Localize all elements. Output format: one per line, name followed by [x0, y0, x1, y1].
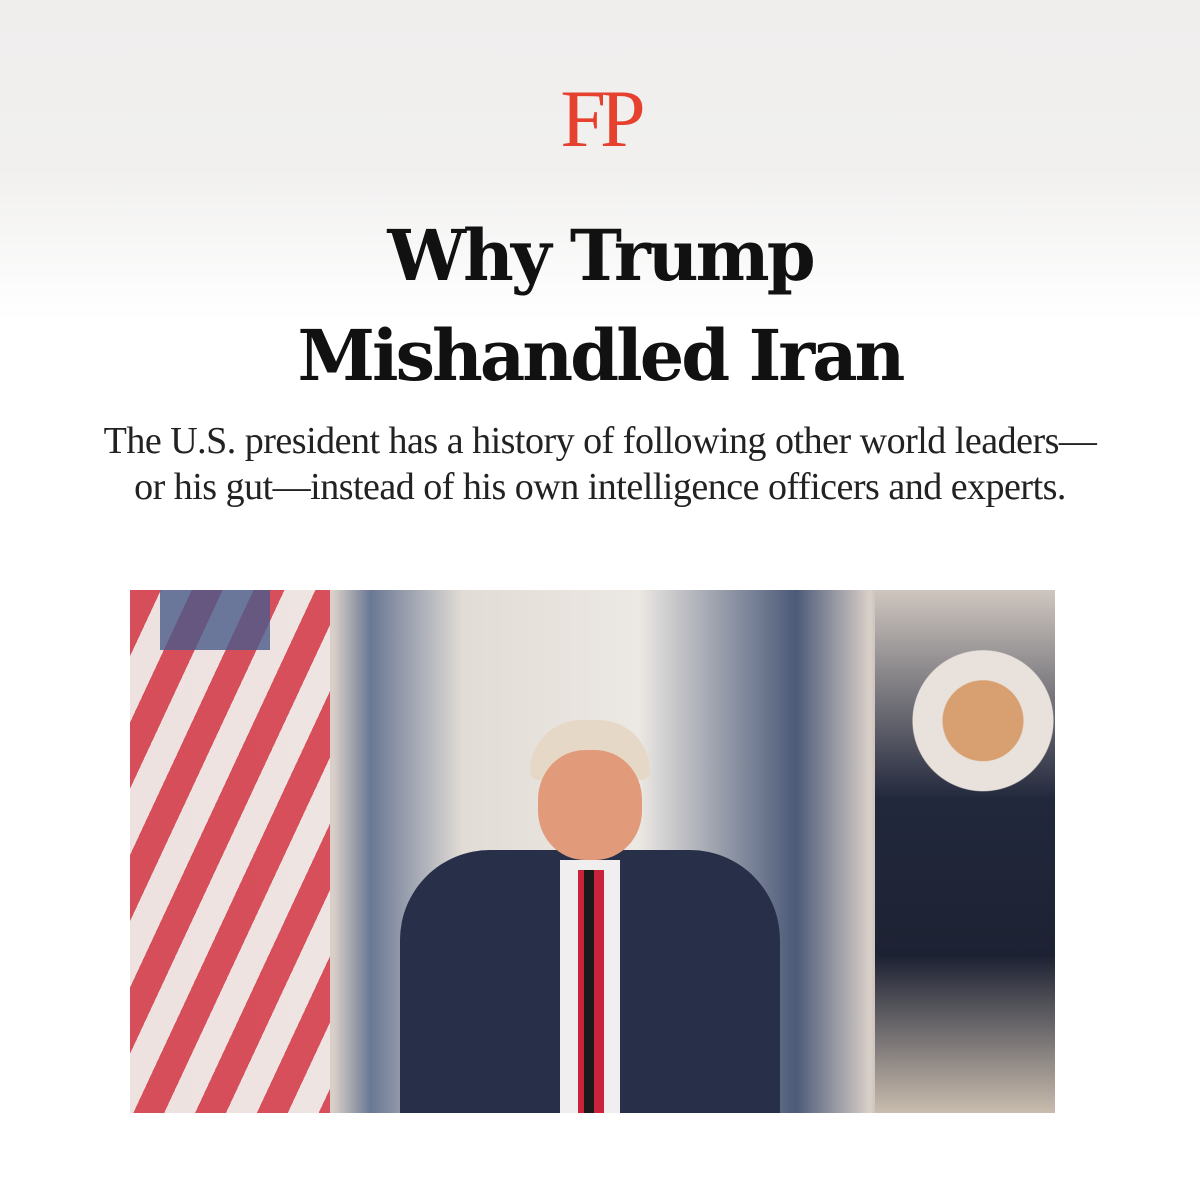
headline-line-1: Why Trump [387, 214, 815, 297]
presidential-seal [875, 590, 1055, 1113]
microphone [584, 870, 594, 1113]
hero-photo [130, 590, 1055, 1113]
us-flag [130, 590, 330, 1113]
fp-logo: FP [560, 73, 645, 164]
article-dek: The U.S. president has a history of foll… [103, 420, 1097, 508]
headline-line-2: Mishandled Iran [297, 314, 906, 397]
headline: Why Trump Mishandled Iran [0, 206, 1200, 406]
flag-canton [160, 590, 270, 650]
speaker [400, 720, 780, 1113]
